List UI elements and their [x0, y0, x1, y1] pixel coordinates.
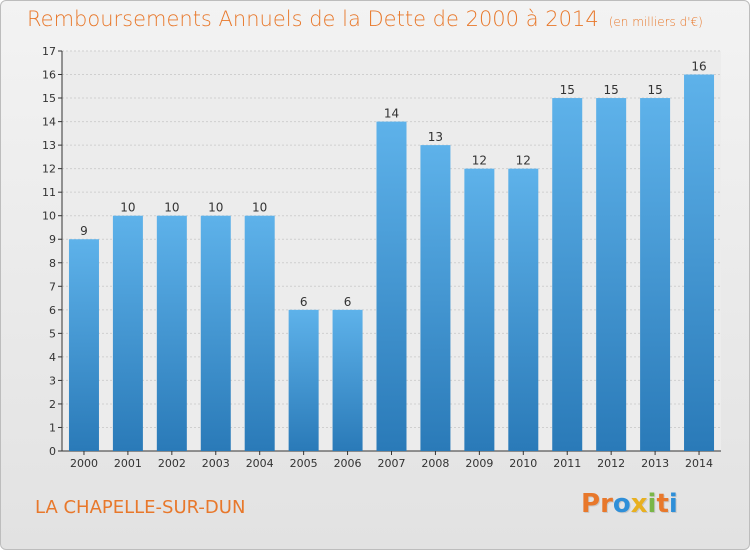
bar-value-label: 10 — [164, 201, 179, 215]
x-tick-label: 2000 — [70, 457, 98, 470]
bar — [508, 168, 539, 451]
y-tick-label: 11 — [42, 186, 56, 199]
y-tick-label: 3 — [49, 374, 56, 387]
y-tick-label: 17 — [42, 45, 56, 58]
bar — [552, 98, 583, 451]
bar-value-label: 12 — [472, 154, 487, 168]
bar-value-label: 9 — [80, 224, 88, 238]
bar-value-label: 15 — [604, 83, 619, 97]
y-tick-label: 2 — [49, 398, 56, 411]
title-unit: (en milliers d'€) — [608, 15, 703, 29]
logo-letter: x — [630, 489, 648, 519]
x-tick-label: 2003 — [202, 457, 230, 470]
y-tick-label: 10 — [42, 210, 56, 223]
y-tick-label: 16 — [42, 69, 56, 82]
logo-letter: P — [581, 489, 601, 519]
bar-value-label: 14 — [384, 107, 399, 121]
bar — [640, 98, 671, 451]
x-tick-label: 2014 — [685, 457, 713, 470]
x-tick-label: 2013 — [641, 457, 669, 470]
x-tick-label: 2006 — [334, 457, 362, 470]
y-tick-label: 15 — [42, 92, 56, 105]
y-tick-label: 9 — [49, 233, 56, 246]
bar-value-label: 12 — [516, 154, 531, 168]
bar-value-label: 15 — [647, 83, 662, 97]
bar — [244, 215, 275, 451]
bar-value-label: 10 — [120, 201, 135, 215]
bar — [684, 74, 715, 451]
bar-value-label: 13 — [428, 130, 443, 144]
x-tick-label: 2002 — [158, 457, 186, 470]
x-tick-label: 2008 — [421, 457, 449, 470]
x-tick-label: 2009 — [465, 457, 493, 470]
bar-value-label: 6 — [300, 295, 308, 309]
logo-letter: t — [656, 489, 669, 519]
y-tick-label: 13 — [42, 139, 56, 152]
y-tick-label: 5 — [49, 327, 56, 340]
logo-letter: r — [600, 489, 613, 519]
x-tick-label: 2001 — [114, 457, 142, 470]
y-tick-label: 12 — [42, 163, 56, 176]
y-tick-label: 4 — [49, 351, 56, 364]
bar-value-label: 16 — [691, 60, 706, 74]
y-tick-label: 6 — [49, 304, 56, 317]
y-tick-label: 8 — [49, 257, 56, 270]
bar-value-label: 10 — [208, 201, 223, 215]
bar — [200, 215, 231, 451]
x-tick-label: 2004 — [246, 457, 274, 470]
logo-letter: i — [647, 489, 657, 519]
logo-letter: o — [612, 489, 631, 519]
bar — [376, 121, 407, 452]
bar — [112, 215, 143, 451]
bar — [420, 145, 451, 451]
bar-value-label: 6 — [344, 295, 352, 309]
bar — [464, 168, 495, 451]
title-text: Remboursements Annuels de la Dette de 20… — [27, 7, 599, 31]
bar — [68, 239, 99, 451]
y-tick-label: 7 — [49, 280, 56, 293]
bar — [332, 309, 363, 451]
bar — [156, 215, 187, 451]
bar-value-label: 10 — [252, 201, 267, 215]
bar — [596, 98, 627, 451]
chart-title: Remboursements Annuels de la Dette de 20… — [27, 7, 703, 31]
y-tick-label: 14 — [42, 116, 56, 129]
y-tick-label: 0 — [49, 445, 56, 458]
proxiti-logo: Proxiti — [581, 489, 678, 519]
x-tick-label: 2011 — [553, 457, 581, 470]
x-tick-label: 2010 — [509, 457, 537, 470]
x-tick-label: 2005 — [290, 457, 318, 470]
x-tick-label: 2007 — [378, 457, 406, 470]
x-tick-label: 2012 — [597, 457, 625, 470]
bar — [288, 309, 319, 451]
bar-value-label: 15 — [560, 83, 575, 97]
place-name: LA CHAPELLE-SUR-DUN — [35, 497, 246, 518]
y-tick-label: 1 — [49, 421, 56, 434]
logo-letter: i — [668, 489, 678, 519]
